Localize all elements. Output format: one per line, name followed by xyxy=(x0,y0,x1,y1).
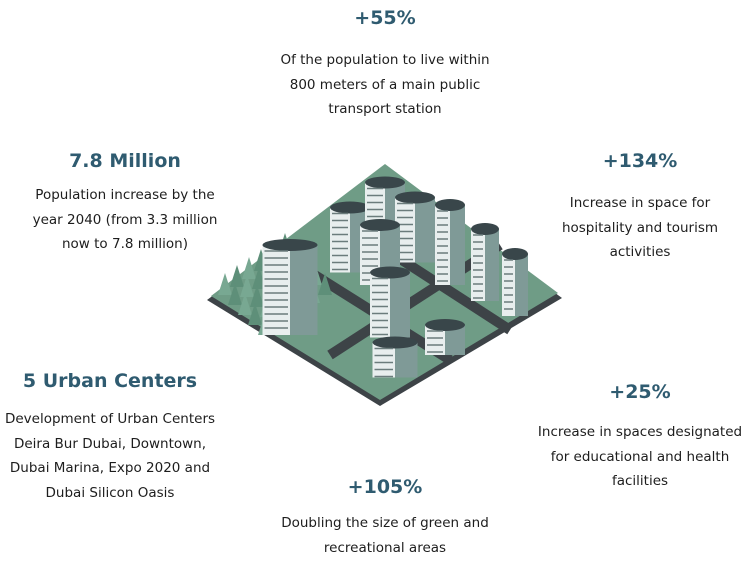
stat-line: Doubling the size of green and xyxy=(281,515,489,531)
building xyxy=(502,248,528,316)
tree xyxy=(250,285,264,307)
stat-value: 7.8 Million xyxy=(69,150,181,172)
stat-value: 5 Urban Centers xyxy=(22,370,198,392)
stat-green: +105% Doubling the size of green and rec… xyxy=(281,475,489,560)
buildings xyxy=(262,176,528,378)
isometric-city-illustration xyxy=(207,164,562,406)
building xyxy=(370,266,410,338)
stat-line: facilities xyxy=(611,473,669,489)
building xyxy=(471,223,499,301)
stat-line: Increase in space for xyxy=(569,195,711,211)
building xyxy=(435,199,465,285)
tree xyxy=(230,265,244,287)
stat-line: Of the population to live within xyxy=(280,52,490,68)
stat-line: Deira Bur Dubai, Downtown, xyxy=(13,435,207,452)
building xyxy=(395,191,435,263)
stat-value: +55% xyxy=(354,7,416,29)
stat-education-health: +25% Increase in spaces designated for e… xyxy=(538,380,742,494)
tree xyxy=(242,257,256,279)
stat-line: now to 7.8 million) xyxy=(61,236,188,252)
stat-line: 800 meters of a main public xyxy=(289,76,481,93)
tree xyxy=(318,273,332,295)
tree xyxy=(218,273,232,295)
stat-line: for educational and health xyxy=(550,448,730,465)
stat-line: Population increase by the xyxy=(35,187,215,203)
stat-line: hospitality and tourism xyxy=(561,219,719,236)
building xyxy=(425,319,465,355)
stat-value: +134% xyxy=(602,150,678,172)
stat-urban-centers: 5 Urban Centers Development of Urban Cen… xyxy=(5,369,215,505)
stat-line: transport station xyxy=(328,101,442,117)
stat-transport: +55% Of the population to live within 80… xyxy=(280,6,489,122)
stat-value: +105% xyxy=(347,476,423,498)
tree xyxy=(248,303,262,325)
building xyxy=(372,336,418,378)
stat-population: 7.8 Million Population increase by the y… xyxy=(33,149,218,257)
tree xyxy=(240,275,254,297)
building xyxy=(262,239,318,335)
stat-line: year 2040 (from 3.3 million xyxy=(32,211,218,228)
stat-hospitality: +134% Increase in space for hospitality … xyxy=(562,149,718,265)
stat-line: Increase in spaces designated xyxy=(537,424,743,440)
stat-value: +25% xyxy=(609,381,671,403)
stat-line: Development of Urban Centers xyxy=(4,411,216,427)
tree xyxy=(238,293,252,315)
stat-line: activities xyxy=(609,244,671,260)
stat-line: recreational areas xyxy=(323,539,447,556)
stat-line: Dubai Marina, Expo 2020 and xyxy=(9,460,211,476)
tree xyxy=(228,283,242,305)
stat-line: Dubai Silicon Oasis xyxy=(45,484,175,501)
